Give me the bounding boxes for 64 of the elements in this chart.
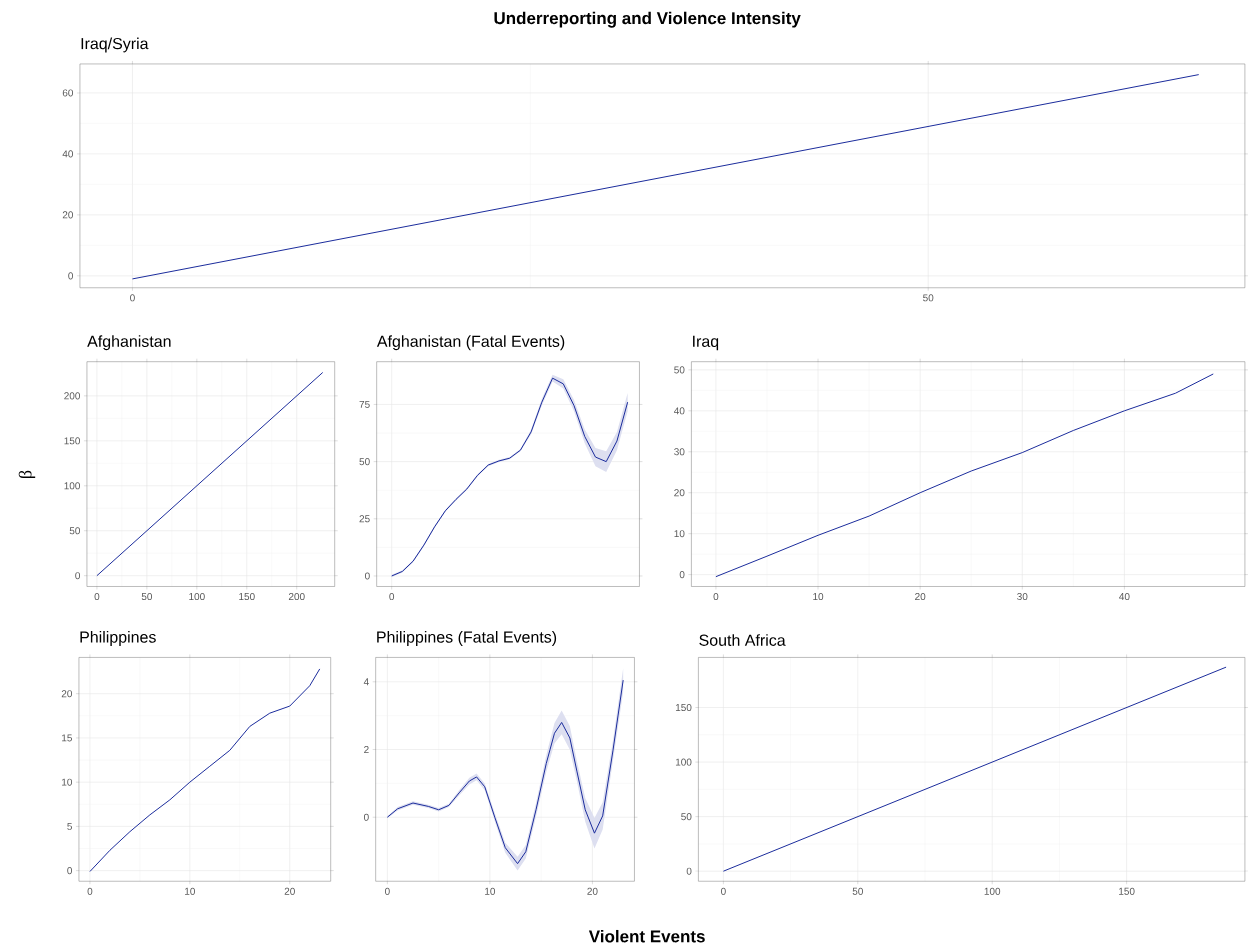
y-tick-label: 30	[674, 448, 685, 456]
x-tick-label: 0	[384, 887, 390, 895]
x-tick-label: 10	[813, 593, 824, 601]
y-tick-label: 200	[64, 392, 81, 400]
x-tick-label: 150	[239, 593, 255, 601]
y-tick-label: 50	[674, 366, 685, 374]
y-tick-label: 5	[67, 823, 72, 830]
x-tick-label: 10	[185, 887, 196, 895]
y-tick-label: 10	[62, 778, 73, 786]
text: Underreporting and Violence Intensity	[494, 11, 801, 28]
chart-title: Afghanistan	[87, 335, 171, 351]
x-tick-label: 150	[1119, 887, 1135, 895]
y-tick-label: 150	[675, 704, 692, 712]
x-tick-label: 0	[87, 887, 93, 895]
chart-title: Philippines (Fatal Events)	[377, 631, 557, 647]
y-tick-label: 150	[64, 437, 81, 445]
x-tick-label: 0	[389, 593, 395, 601]
x-tick-label: 50	[141, 593, 153, 601]
y-tick-label: 0	[686, 867, 692, 875]
y-tick-label: 20	[674, 489, 685, 497]
y-tick-label: 50	[69, 527, 81, 535]
x-tick-label: 0	[713, 593, 719, 601]
y-tick-label: 25	[359, 515, 370, 523]
y-tick-label: 75	[359, 401, 370, 409]
text: β	[18, 470, 36, 479]
x-tick-label: 100	[189, 593, 205, 601]
chart-title: Iraq/Syria	[81, 37, 149, 53]
y-tick-label: 0	[68, 272, 74, 280]
y-tick-label: 10	[674, 530, 685, 538]
chart-title: Philippines	[80, 631, 156, 647]
x-tick-label: 20	[284, 887, 295, 895]
y-tick-label: 40	[62, 150, 74, 158]
x-tick-label: 0	[94, 593, 100, 601]
y-tick-label: 40	[673, 407, 685, 415]
y-tick-label: 2	[364, 746, 369, 754]
y-tick-label: 20	[61, 690, 73, 698]
y-tick-label: 0	[679, 571, 685, 579]
text: Violent Events	[588, 930, 705, 943]
y-tick-label: 100	[675, 758, 692, 766]
y-tick-label: 4	[363, 678, 369, 686]
y-tick-label: 0	[363, 813, 369, 821]
x-tick-label: 30	[1017, 593, 1028, 601]
x-tick-label: 10	[485, 887, 496, 895]
x-tick-label: 20	[915, 593, 926, 601]
chart-title: Iraq	[693, 335, 719, 351]
chart-title: South Africa	[699, 634, 786, 647]
chart-title: Afghanistan (Fatal Events)	[376, 335, 565, 351]
y-tick-label: 20	[62, 211, 74, 219]
x-tick-label: 40	[1119, 593, 1130, 601]
x-tick-label: 200	[288, 593, 305, 601]
y-tick-label: 100	[64, 482, 81, 490]
line-series	[715, 373, 1214, 578]
y-tick-label: 0	[364, 572, 370, 580]
line-series	[89, 668, 321, 873]
y-tick-label: 60	[62, 89, 74, 97]
x-tick-label: 50	[852, 887, 863, 895]
y-tick-label: 0	[67, 867, 73, 875]
y-tick-label: 50	[681, 813, 692, 821]
x-tick-label: 0	[721, 887, 726, 895]
x-tick-label: 20	[587, 887, 598, 895]
x-tick-label: 100	[984, 887, 1001, 895]
y-tick-label: 15	[62, 734, 72, 742]
y-tick-label: 0	[75, 572, 81, 580]
y-tick-label: 50	[359, 458, 370, 466]
